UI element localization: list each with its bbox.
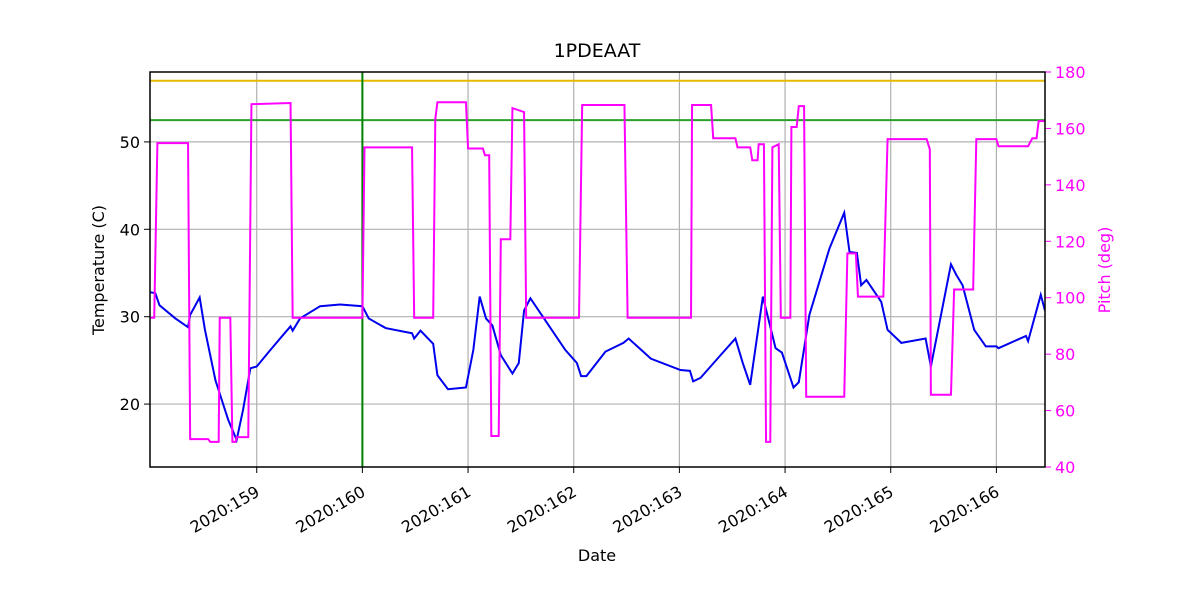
y-axis-label: Temperature (C) (89, 205, 108, 336)
x-tick-label: 2020:163 (610, 482, 686, 537)
x-tick-label: 2020:159 (187, 482, 263, 537)
y2-tick-label: 180 (1055, 63, 1086, 82)
y2-tick-label: 80 (1055, 345, 1075, 364)
x-tick-label: 2020:164 (715, 482, 791, 537)
x-tick-label: 2020:165 (821, 482, 897, 537)
x-tick-label: 2020:162 (504, 482, 580, 537)
data-line (150, 208, 1045, 444)
y-tick-label: 40 (120, 220, 140, 239)
x-tick-label: 2020:166 (927, 482, 1003, 537)
y-tick-label: 20 (120, 395, 140, 414)
y2-tick-label: 40 (1055, 458, 1075, 477)
y2-tick-label: 120 (1055, 232, 1086, 251)
y2-tick-label: 140 (1055, 176, 1086, 195)
y-tick-label: 30 (120, 308, 140, 327)
x-tick-label: 2020:161 (398, 482, 474, 537)
y-tick-label: 50 (120, 133, 140, 152)
y2-tick-label: 100 (1055, 289, 1086, 308)
y2-axis-label: Pitch (deg) (1095, 227, 1114, 314)
chart-title: 1PDEAAT (554, 40, 641, 62)
x-axis-label: Date (578, 546, 616, 565)
y2-tick-label: 160 (1055, 119, 1086, 138)
data-line (150, 101, 1045, 443)
plot-frame (149, 71, 1046, 468)
x-tick-label: 2020:160 (293, 482, 369, 537)
y2-tick-label: 60 (1055, 402, 1075, 421)
